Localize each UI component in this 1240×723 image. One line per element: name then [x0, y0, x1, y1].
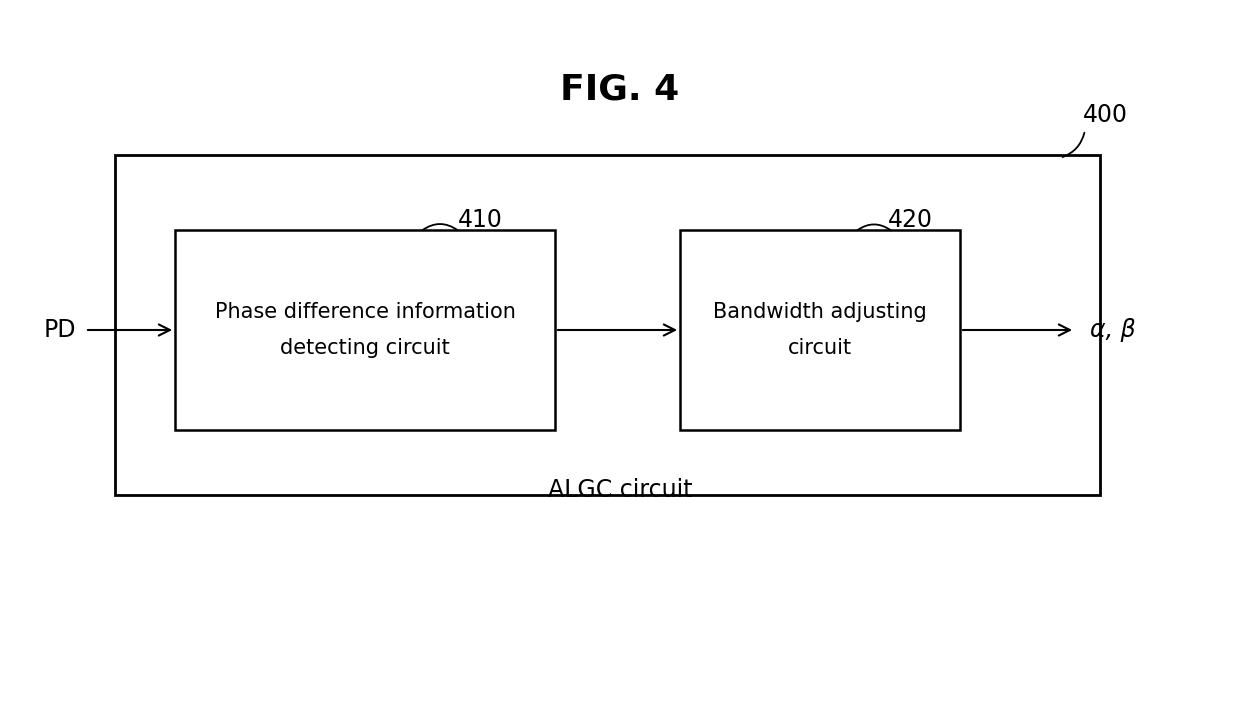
Text: FIG. 4: FIG. 4: [560, 73, 680, 107]
Bar: [115, 155, 1100, 495]
Text: 410: 410: [458, 208, 502, 232]
Text: circuit: circuit: [787, 338, 852, 358]
Text: 420: 420: [888, 208, 932, 232]
Text: ALGC circuit: ALGC circuit: [548, 478, 692, 502]
Text: PD: PD: [43, 318, 76, 342]
Text: 400: 400: [1083, 103, 1127, 127]
Bar: [175, 230, 556, 430]
Text: detecting circuit: detecting circuit: [280, 338, 450, 358]
Bar: [680, 230, 960, 430]
Text: α, β: α, β: [1090, 318, 1136, 342]
Text: Bandwidth adjusting: Bandwidth adjusting: [713, 302, 926, 322]
Text: Phase difference information: Phase difference information: [215, 302, 516, 322]
